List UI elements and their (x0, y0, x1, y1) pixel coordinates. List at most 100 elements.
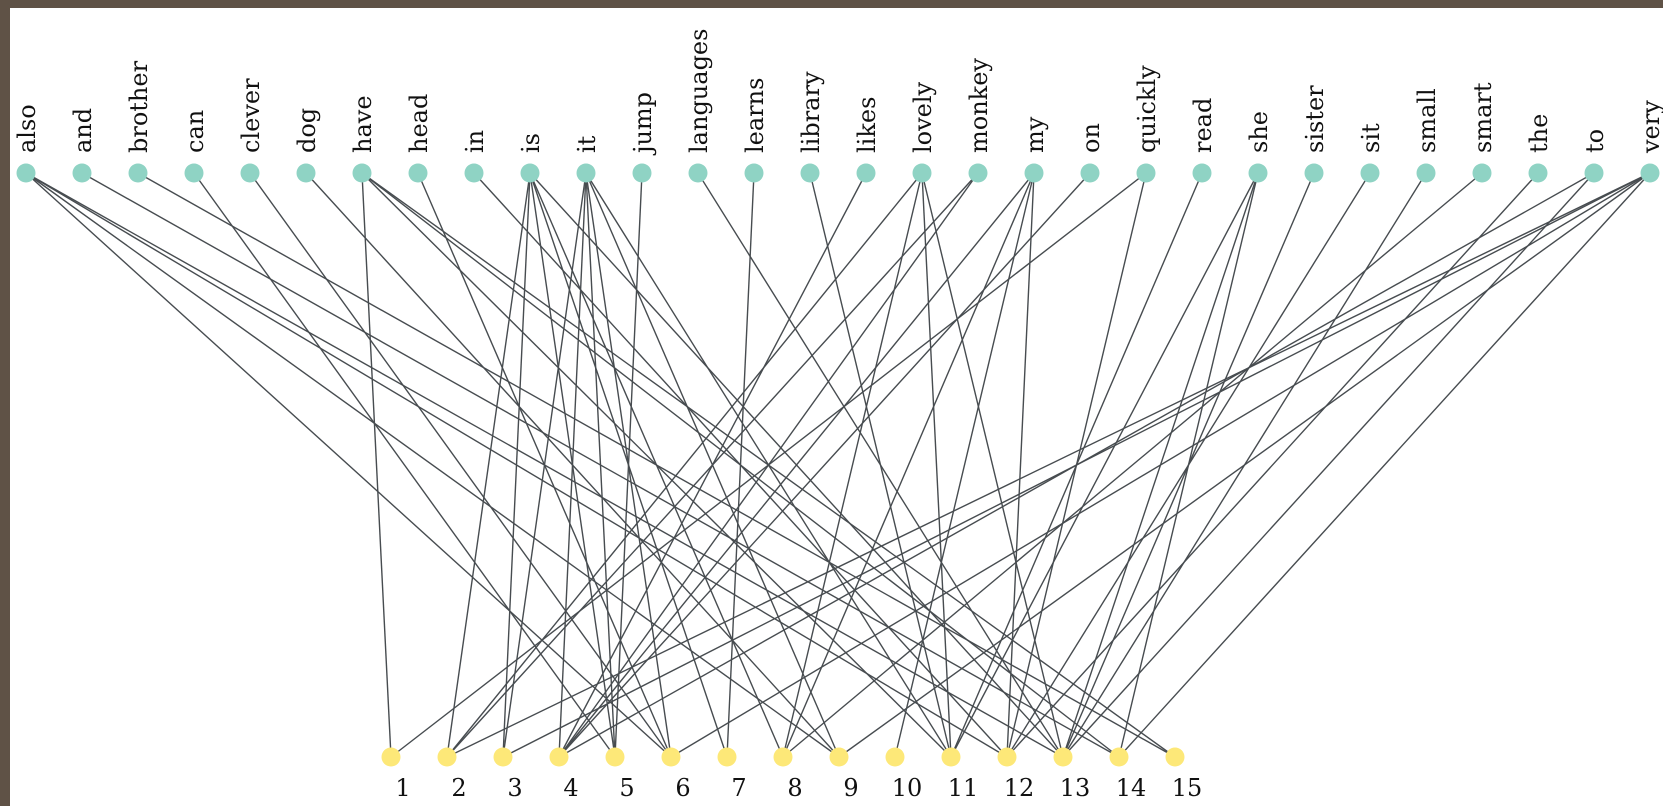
word-node-read (1192, 163, 1212, 183)
edge-clever-6 (249, 172, 672, 758)
document-label-5: 5 (619, 774, 634, 802)
word-label-head: head (405, 94, 433, 153)
document-label-2: 2 (451, 774, 466, 802)
document-node-9 (829, 747, 849, 767)
word-label-monkey: monkey (965, 58, 993, 153)
word-node-have (352, 163, 372, 183)
document-label-7: 7 (731, 774, 746, 802)
word-node-also (16, 163, 36, 183)
edge-lovely-8 (782, 172, 923, 758)
document-node-5 (605, 747, 625, 767)
edge-monkey-2 (446, 172, 979, 758)
word-node-sit (1360, 163, 1380, 183)
word-label-and: and (69, 108, 97, 153)
document-labels-layer: 1 2 3 4 5 6 7 8 9 10 11 12 13 14 15 (395, 774, 1202, 802)
word-label-library: library (797, 71, 825, 153)
word-node-languages (688, 163, 708, 183)
document-node-10 (885, 747, 905, 767)
word-node-learns (744, 163, 764, 183)
document-label-12: 12 (1004, 774, 1035, 802)
word-label-smart: smart (1469, 82, 1497, 153)
word-node-it (576, 163, 596, 183)
word-label-she: she (1245, 111, 1273, 153)
document-label-11: 11 (948, 774, 979, 802)
edge-lovely-13 (921, 172, 1064, 758)
word-node-dog (296, 163, 316, 183)
word-node-lovely (912, 163, 932, 183)
word-label-clever: clever (237, 78, 265, 153)
word-label-in: in (461, 130, 489, 153)
word-label-my: my (1021, 116, 1049, 153)
document-label-3: 3 (507, 774, 522, 802)
edge-very-6 (670, 172, 1651, 758)
edge-to-13 (1062, 172, 1595, 758)
edge-my-10 (894, 172, 1035, 758)
edge-it-4 (558, 172, 587, 758)
word-label-is: is (517, 133, 545, 153)
word-node-my (1024, 163, 1044, 183)
word-label-sister: sister (1301, 85, 1329, 153)
edge-very-2 (446, 172, 1651, 758)
word-node-she (1248, 163, 1268, 183)
word-node-on (1080, 163, 1100, 183)
word-node-and (72, 163, 92, 183)
word-node-head (408, 163, 428, 183)
word-node-is (520, 163, 540, 183)
word-node-the (1528, 163, 1548, 183)
edge-smart-8 (782, 172, 1483, 758)
word-node-in (464, 163, 484, 183)
edge-she-11 (950, 172, 1259, 758)
edge-is-2 (446, 172, 531, 758)
document-node-11 (941, 747, 961, 767)
word-node-brother (128, 163, 148, 183)
document-node-14 (1109, 747, 1129, 767)
edge-lovely-11 (921, 172, 952, 758)
edge-is-3 (502, 172, 531, 758)
word-label-languages: languages (685, 29, 713, 153)
document-label-13: 13 (1060, 774, 1091, 802)
document-node-3 (493, 747, 513, 767)
document-node-2 (437, 747, 457, 767)
word-label-likes: likes (853, 97, 881, 153)
document-node-6 (661, 747, 681, 767)
diagram-canvas (10, 8, 1663, 806)
edge-the-12 (1006, 172, 1539, 758)
edge-library-11 (809, 172, 952, 758)
word-node-monkey (968, 163, 988, 183)
word-label-to: to (1581, 129, 1609, 153)
word-label-read: read (1189, 98, 1217, 153)
edge-can-5 (193, 172, 616, 758)
edge-quickly-1 (390, 172, 1147, 758)
document-node-7 (717, 747, 737, 767)
edge-lovely-2 (446, 172, 923, 758)
document-label-10: 10 (892, 774, 923, 802)
word-node-can (184, 163, 204, 183)
word-label-jump: jump (629, 92, 657, 156)
word-node-jump (632, 163, 652, 183)
word-label-the: the (1525, 114, 1553, 153)
edge-have-1 (361, 172, 392, 758)
edge-very-9 (838, 172, 1651, 758)
word-labels-layer: also and brother can clever dog have head in is it… (13, 29, 1663, 156)
edge-also-9 (25, 172, 840, 758)
document-label-15: 15 (1172, 774, 1203, 802)
word-node-smart (1472, 163, 1492, 183)
word-label-it: it (573, 135, 601, 153)
word-label-lovely: lovely (909, 81, 937, 153)
edge-very-14 (1118, 172, 1651, 758)
word-label-dog: dog (293, 108, 321, 153)
word-node-very (1640, 163, 1660, 183)
edge-my-12 (1006, 172, 1035, 758)
edge-sit-12 (1006, 172, 1371, 758)
edge-my-4 (558, 172, 1035, 758)
document-node-12 (997, 747, 1017, 767)
document-node-13 (1053, 747, 1073, 767)
word-label-on: on (1077, 123, 1105, 153)
edge-is-8 (529, 172, 784, 758)
document-label-9: 9 (843, 774, 858, 802)
edges-layer (25, 172, 1651, 758)
word-node-clever (240, 163, 260, 183)
word-label-brother: brother (125, 60, 153, 153)
edge-learns-7 (726, 172, 755, 758)
